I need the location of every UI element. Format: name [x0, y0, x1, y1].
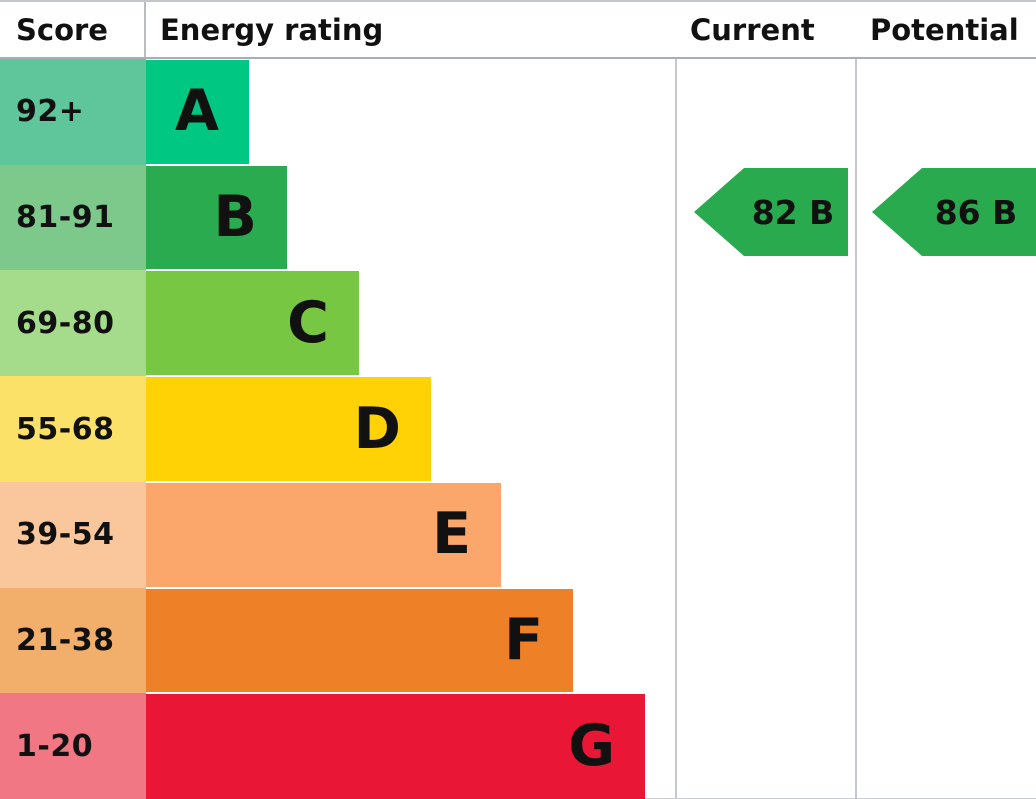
band-row-e: 39-54 E [0, 481, 676, 588]
potential-rating-arrow: 86 B [872, 168, 1036, 256]
band-row-a: 92+ A [0, 59, 676, 165]
score-range-g: 1-20 [0, 693, 146, 799]
potential-column-header: Potential [870, 12, 1019, 47]
rating-bar-e: E [146, 482, 501, 587]
header-row: Score Energy rating Current Potential [0, 0, 1036, 59]
band-row-d: 55-68 D [0, 376, 676, 482]
score-range-d: 55-68 [0, 376, 146, 482]
current-column-header: Current [690, 12, 815, 47]
rating-bands: 92+ A 81-91 B 69-80 C 55-68 D 39-54 E 21… [0, 59, 676, 799]
score-range-b: 81-91 [0, 164, 146, 271]
score-range-f: 21-38 [0, 587, 146, 694]
rating-bar-c: C [146, 271, 359, 376]
rating-bar-g: G [146, 694, 645, 799]
score-range-c: 69-80 [0, 270, 146, 377]
rating-bar-f: F [146, 588, 573, 693]
score-column-header: Score [0, 2, 146, 57]
score-range-e: 39-54 [0, 481, 146, 588]
rating-bar-b: B [146, 165, 287, 270]
current-column-divider [675, 0, 677, 799]
band-row-g: 1-20 G [0, 693, 676, 799]
current-rating-arrow: 82 B [694, 168, 848, 256]
rating-bar-d: D [146, 377, 431, 481]
score-range-a: 92+ [0, 59, 146, 165]
band-row-b: 81-91 B [0, 164, 676, 271]
energy-rating-column-header: Energy rating [160, 12, 384, 47]
potential-column-divider [855, 0, 857, 799]
band-row-f: 21-38 F [0, 587, 676, 694]
rating-bar-a: A [146, 60, 249, 164]
band-row-c: 69-80 C [0, 270, 676, 377]
